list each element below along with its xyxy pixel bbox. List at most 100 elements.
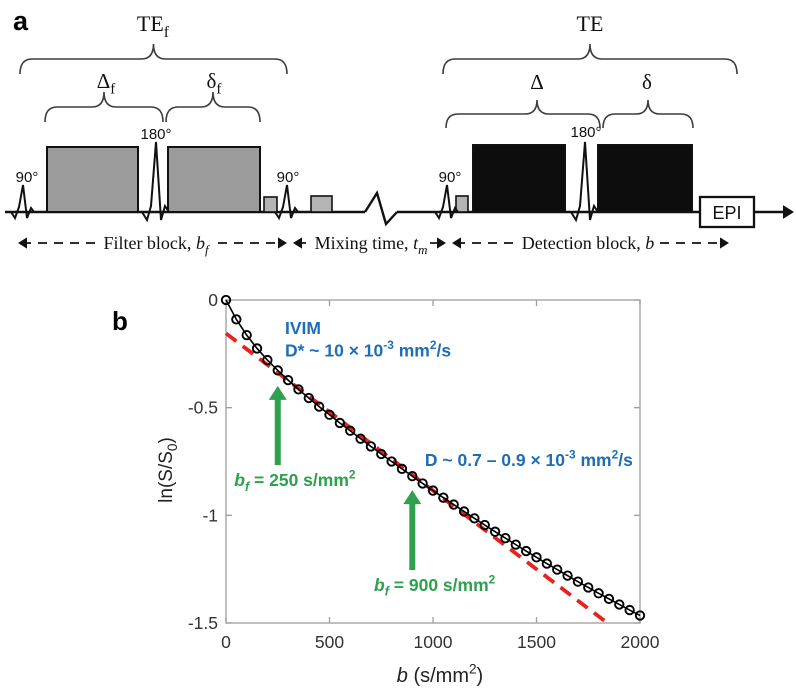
data-marker <box>562 570 573 581</box>
fit-line-dashed <box>224 331 606 623</box>
signal-decay-chart: 0 500 1000 1500 2000 0 -0.5 -1 -1.5 b (s/mm2) ln(S… <box>156 290 660 687</box>
filter-span-right-arrowhead <box>278 237 287 249</box>
data-marker <box>583 582 594 593</box>
annotation-d-slow: D ~ 0.7 – 0.9 × 10-3 mm2/s <box>425 448 633 470</box>
data-marker <box>593 588 604 599</box>
y-tick-label: -1.5 <box>188 613 218 633</box>
data-marker <box>634 610 646 621</box>
data-marker <box>458 506 470 517</box>
data-marker <box>417 478 428 489</box>
detection-span-right-arrowhead <box>720 237 729 249</box>
mixing-span-right-arrowhead <box>437 237 446 249</box>
mixing-time-label: Mixing time, tm <box>315 233 428 257</box>
data-marker <box>624 604 635 616</box>
rf-90-pulse <box>10 184 35 221</box>
data-marker <box>500 533 511 544</box>
spoiler-gradient-3 <box>455 195 469 213</box>
data-marker <box>541 558 552 569</box>
rf-90-label: 90° <box>277 169 300 186</box>
detection-block-label: Detection block, b <box>522 233 654 253</box>
rf-180-label: 180° <box>570 124 601 141</box>
time-axis-break <box>363 190 398 227</box>
data-marker <box>282 374 294 386</box>
rf-90-pulse <box>434 184 459 221</box>
data-marker <box>396 463 408 474</box>
arrow-bf-250-head <box>268 385 287 400</box>
data-marker <box>572 576 584 587</box>
data-marker <box>521 545 532 557</box>
data-marker <box>345 425 356 436</box>
delta-filter-label: Δf <box>97 69 117 98</box>
small-delta-filter-label: δf <box>207 69 223 98</box>
y-axis-label: ln(S/S0) <box>156 437 180 503</box>
data-marker <box>448 499 459 510</box>
te-filter-brace <box>19 43 288 75</box>
data-marker <box>407 470 418 482</box>
data-marker <box>614 599 625 610</box>
data-marker <box>479 519 490 531</box>
small-delta-detection-label: δ <box>642 70 652 94</box>
data-marker <box>489 526 501 537</box>
rf-90-label: 90° <box>439 169 462 186</box>
spoiler-gradient-2 <box>310 195 333 213</box>
rf-180-label: 180° <box>140 126 171 143</box>
te-detection-brace <box>442 43 738 75</box>
te-filter-label: TEf <box>137 11 170 41</box>
data-marker <box>386 456 397 467</box>
x-tick-label: 500 <box>315 632 344 652</box>
y-tick-label: -0.5 <box>188 398 218 418</box>
data-marker <box>262 354 273 366</box>
data-marker <box>251 343 263 354</box>
rf-180-pulse <box>570 141 599 223</box>
filter-gradient-2 <box>167 146 261 213</box>
data-marker <box>438 492 449 503</box>
x-tick-label: 1500 <box>517 632 556 652</box>
filter-gradient-1 <box>46 146 139 213</box>
te-detection-label: TE <box>577 11 604 36</box>
rf-180-pulse <box>141 141 170 223</box>
data-marker <box>293 384 304 395</box>
detection-gradient-1 <box>472 144 566 213</box>
x-tick-label: 2000 <box>621 632 660 652</box>
data-marker <box>313 401 325 412</box>
x-axis-label: b (s/mm2) <box>397 662 483 687</box>
data-marker <box>603 593 615 605</box>
arrow-bf-900-head <box>403 490 422 505</box>
x-tick-label: 0 <box>221 632 231 652</box>
data-marker <box>355 433 366 444</box>
panel-a-letter: a <box>13 6 29 36</box>
rf-90-pulse <box>274 184 299 221</box>
data-marker <box>510 539 521 550</box>
y-tick-label: 0 <box>208 290 218 310</box>
epi-readout-label: EPI <box>712 203 741 223</box>
data-marker <box>231 314 242 325</box>
data-marker <box>469 513 480 524</box>
data-marker <box>376 448 387 460</box>
data-marker <box>241 329 252 341</box>
delta-filter-brace <box>44 91 164 123</box>
time-axis-arrowhead <box>783 205 794 219</box>
small-delta-detection-brace <box>602 99 694 129</box>
data-marker <box>324 409 335 420</box>
data-marker <box>272 365 283 376</box>
y-tick-label: -1 <box>202 505 218 525</box>
data-marker <box>427 485 439 496</box>
x-tick-label: 1000 <box>414 632 453 652</box>
data-marker <box>220 294 232 306</box>
delta-detection-brace <box>445 99 601 129</box>
annotation-bf-900: bf = 900 s/mm2 <box>374 573 496 599</box>
data-marker <box>303 392 314 404</box>
small-delta-filter-brace <box>165 91 261 123</box>
epi-readout-box <box>698 195 756 229</box>
detection-gradient-2 <box>597 144 693 213</box>
spoiler-gradient-1 <box>263 196 278 213</box>
annotation-ivim-title: IVIM <box>285 318 321 338</box>
data-marker <box>365 441 377 452</box>
data-marker <box>531 552 542 563</box>
rf-90-label: 90° <box>16 169 39 186</box>
data-marker <box>334 417 345 429</box>
annotation-ivim-dstar: D* ~ 10 × 10-3 mm2/s <box>285 338 451 360</box>
filter-block-label: Filter block, bf <box>103 233 211 257</box>
